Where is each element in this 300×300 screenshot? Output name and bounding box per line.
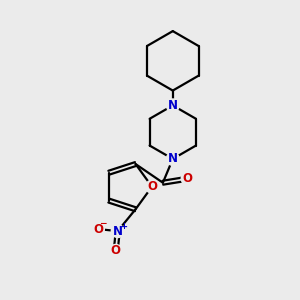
Text: N: N (168, 99, 178, 112)
Text: O: O (93, 223, 103, 236)
Text: N: N (113, 225, 123, 238)
Text: −: − (99, 219, 106, 228)
Text: O: O (111, 244, 121, 257)
Text: O: O (147, 180, 157, 193)
Circle shape (111, 225, 124, 238)
Circle shape (146, 180, 158, 193)
Circle shape (181, 172, 194, 185)
Text: O: O (183, 172, 193, 185)
Circle shape (166, 152, 179, 165)
Circle shape (166, 99, 179, 112)
Circle shape (109, 244, 122, 257)
Text: N: N (168, 152, 178, 165)
Circle shape (92, 223, 104, 236)
Text: +: + (120, 222, 127, 231)
